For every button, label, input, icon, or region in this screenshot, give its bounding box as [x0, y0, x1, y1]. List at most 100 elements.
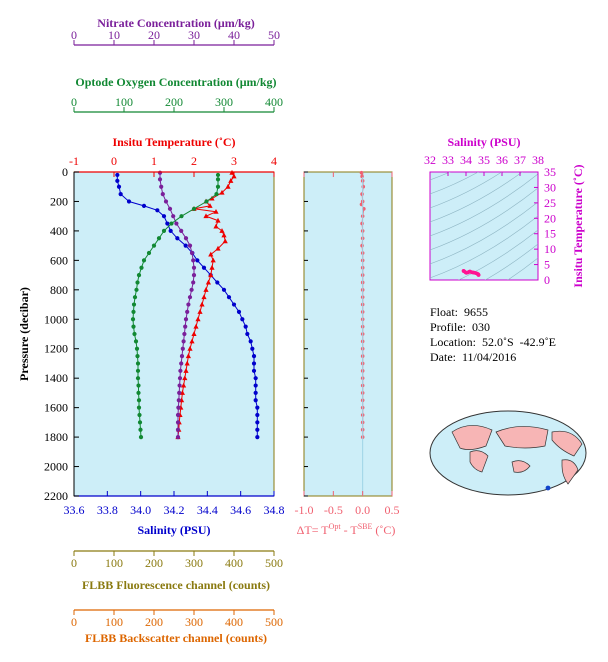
- salinity-tick-label: 33.8: [97, 503, 118, 517]
- temperature-data-point: [209, 195, 215, 201]
- ts-temperature-tick-label: 20: [544, 211, 556, 225]
- delta-t-tick-label: -0.5: [324, 503, 343, 517]
- map-land-asia: [495, 426, 549, 449]
- oxygen-data-point: [179, 214, 184, 219]
- profile-series-layer: [115, 169, 260, 440]
- nitrate-data-point: [159, 184, 164, 189]
- temperature-data-point: [182, 375, 188, 381]
- backscatter-tick-label: 400: [225, 615, 243, 629]
- delta-t-plot-area: [303, 171, 393, 497]
- nitrate-data-point: [177, 390, 182, 396]
- ts-plot-area: [429, 171, 539, 281]
- temperature-data-point: [219, 228, 225, 233]
- delta-t-axis-label: ΔT= TOpt - TSBE (˚C): [297, 522, 396, 537]
- temperature-tick-label: 1: [151, 154, 157, 168]
- ts-temperature-tick-label: 10: [544, 242, 556, 256]
- salinity-data-point: [231, 302, 237, 307]
- oxygen-data-point: [137, 420, 143, 425]
- density-contour-line: [430, 62, 538, 124]
- nitrate-data-point: [157, 177, 163, 182]
- float-location-map: [429, 410, 587, 496]
- nitrate-tick-label: 20: [148, 28, 160, 42]
- pressure-tick-label: 200: [50, 194, 68, 208]
- fluorescence-axis-label: FLBB Fluorescence channel (counts): [82, 578, 270, 592]
- salinity-data-point: [161, 214, 167, 219]
- nitrate-data-point: [183, 324, 188, 329]
- nitrate-tick-label: 10: [108, 28, 120, 42]
- backscatter-tick-label: 0: [71, 615, 77, 629]
- temperature-data-point: [209, 264, 215, 270]
- density-contour-line: [430, 201, 538, 265]
- temperature-data-point: [197, 309, 203, 314]
- salinity-axis-label: Salinity (PSU): [137, 523, 210, 537]
- temperature-data-point: [201, 294, 207, 300]
- delta-t-tick-label: 0.5: [385, 503, 400, 517]
- pressure-tick-label: 1200: [44, 342, 68, 356]
- density-contour-line: [430, 172, 451, 181]
- backscatter-tick-label: 500: [265, 615, 283, 629]
- salinity-data-point: [255, 420, 260, 425]
- temperature-tick-label: 4: [271, 154, 277, 168]
- nitrate-axis-label: Nitrate Concentration (μm/kg): [97, 16, 254, 30]
- ts-salinity-tick-label: 37: [514, 153, 526, 167]
- delta-t-data-point: [361, 184, 366, 189]
- pressure-axis-label: Pressure (decibar): [17, 287, 31, 381]
- temperature-data-point: [195, 316, 201, 322]
- ts-temperature-tick-label: 0: [544, 273, 550, 287]
- temperature-data-point: [228, 178, 234, 183]
- temperature-data-point: [193, 323, 199, 329]
- nitrate-data-point: [189, 250, 195, 256]
- nitrate-data-point: [182, 331, 187, 337]
- nitrate-data-point: [179, 361, 184, 366]
- oxygen-data-point: [137, 412, 142, 418]
- delta-t-tick-label: 0.0: [355, 503, 370, 517]
- nitrate-data-point: [157, 170, 163, 175]
- oxygen-data-point: [136, 398, 142, 403]
- nitrate-data-point: [178, 368, 183, 373]
- pressure-tick-label: 400: [50, 224, 68, 238]
- nitrate-data-point: [191, 280, 196, 285]
- ts-salinity-tick-label: 33: [442, 153, 454, 167]
- nitrate-data-point: [171, 214, 176, 219]
- temperature-data-point: [213, 223, 219, 229]
- salinity-data-point: [215, 280, 220, 285]
- oxygen-data-point: [146, 250, 152, 256]
- oxygen-data-point: [215, 184, 221, 189]
- nitrate-data-point: [167, 206, 173, 211]
- salinity-data-point: [251, 368, 257, 373]
- oxygen-data-point: [138, 427, 143, 432]
- backscatter-tick-label: 200: [145, 615, 163, 629]
- oxygen-tick-label: 100: [115, 95, 133, 109]
- oxygen-data-point: [169, 221, 174, 226]
- fluorescence-tick-label: 200: [145, 556, 163, 570]
- oxygen-data-point: [161, 228, 167, 234]
- temperature-data-point: [208, 272, 214, 278]
- oxygen-data-point: [135, 361, 141, 366]
- density-contour-line: [430, 173, 538, 237]
- fluorescence-tick-label: 100: [105, 556, 123, 570]
- nitrate-data-point: [174, 221, 179, 226]
- nitrate-data-point: [175, 434, 181, 440]
- delta-t-tick-label: -1.0: [295, 503, 314, 517]
- temperature-data-point: [203, 213, 209, 219]
- oxygen-data-point: [135, 280, 140, 285]
- ts-salinity-axis-label: Salinity (PSU): [447, 135, 520, 149]
- salinity-data-point: [155, 208, 160, 213]
- temperature-data-point: [208, 251, 214, 257]
- oxygen-data-point: [133, 339, 139, 344]
- density-contours: [430, 62, 538, 280]
- temperature-tick-label: 2: [191, 154, 197, 168]
- oxygen-data-point: [131, 302, 137, 307]
- nitrate-data-point: [181, 339, 186, 344]
- salinity-data-point: [201, 265, 207, 270]
- ts-temperature-tick-label: 15: [544, 227, 556, 241]
- pressure-tick-label: 1800: [44, 430, 68, 444]
- salinity-data-point: [245, 331, 250, 337]
- salinity-data-point: [253, 390, 258, 396]
- backscatter-axis-label: FLBB Backscatter channel (counts): [85, 631, 267, 645]
- oxygen-data-point: [204, 199, 209, 204]
- backscatter-tick-label: 300: [185, 615, 203, 629]
- temperature-data-point: [210, 257, 216, 263]
- salinity-data-point: [226, 295, 232, 300]
